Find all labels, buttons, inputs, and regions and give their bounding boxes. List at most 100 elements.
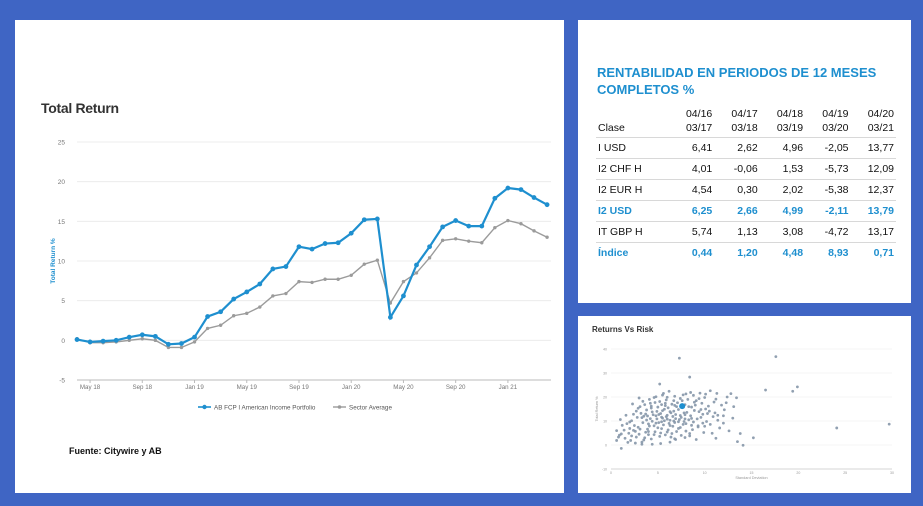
peer-point xyxy=(695,417,699,421)
x-tick-label: 0 xyxy=(610,471,612,475)
peer-point xyxy=(700,401,704,405)
peer-point xyxy=(738,432,742,435)
table-cell: 2,66 xyxy=(714,200,760,222)
table-cell: IT GBP H xyxy=(596,221,669,243)
fund-series-line xyxy=(76,186,548,346)
peer-point xyxy=(658,400,662,403)
peer-point xyxy=(702,431,706,434)
fund-point xyxy=(453,218,459,223)
peer-point xyxy=(703,396,707,399)
peer-point xyxy=(638,427,642,431)
peer-point xyxy=(636,406,640,410)
table-header-cell: 04/17 xyxy=(731,108,758,120)
table-cell: 4,99 xyxy=(759,200,806,222)
peer-point xyxy=(704,407,708,411)
sector-point xyxy=(480,241,484,245)
table-title: RENTABILIDAD EN PERIODOS DE 12 MESES COM… xyxy=(597,65,877,97)
peer-point xyxy=(684,429,688,433)
peer-point xyxy=(620,423,624,427)
peer-point xyxy=(653,401,657,404)
y-tick-label: 0 xyxy=(605,444,607,448)
y-axis-label: Total Return % xyxy=(50,238,57,284)
peer-point xyxy=(649,404,653,408)
peer-point xyxy=(690,416,693,420)
peer-point xyxy=(694,399,698,402)
peer-point xyxy=(681,422,685,426)
peer-point xyxy=(704,392,708,396)
fund-point xyxy=(166,341,171,347)
peer-point xyxy=(683,436,687,439)
peer-point xyxy=(668,440,672,444)
peer-point xyxy=(716,418,720,422)
sector-point xyxy=(205,326,210,331)
peer-point xyxy=(680,399,684,402)
x-tick-label: May 20 xyxy=(393,384,414,391)
table-header-cell: 03/18 xyxy=(731,122,758,134)
peer-point xyxy=(664,398,668,402)
sector-point xyxy=(362,262,366,266)
peer-point xyxy=(644,430,648,434)
peer-point xyxy=(652,396,656,399)
x-tick-label: 15 xyxy=(750,471,754,475)
table-cell: 0,30 xyxy=(714,179,760,201)
peer-point xyxy=(720,403,723,407)
peer-point xyxy=(681,393,685,397)
table-cell: 13,17 xyxy=(850,221,896,243)
peer-point xyxy=(679,416,683,419)
y-tick-label: 5 xyxy=(61,298,65,305)
peer-point xyxy=(667,389,671,393)
peer-point xyxy=(735,396,738,400)
peer-point xyxy=(615,429,619,432)
peer-point xyxy=(696,424,700,428)
peer-point xyxy=(632,428,635,432)
table-header-cell xyxy=(596,107,669,121)
peer-point xyxy=(619,446,623,450)
table-cell: 1,53 xyxy=(759,158,806,180)
peer-point xyxy=(667,422,671,425)
table-cell: 6,41 xyxy=(668,137,715,159)
peer-point xyxy=(640,440,644,444)
x-tick-label: Sep 20 xyxy=(446,384,466,391)
peer-point xyxy=(652,424,656,428)
table-cell: 4,96 xyxy=(759,137,806,159)
sector-point xyxy=(519,222,523,226)
fund-point xyxy=(427,244,432,250)
sector-point xyxy=(310,280,314,285)
peer-point xyxy=(661,409,664,413)
y-tick-label: 20 xyxy=(603,396,607,400)
y-tick-label: 10 xyxy=(58,259,66,266)
peer-point xyxy=(653,430,657,434)
table-row-index: Índice 0,44 1,20 4,48 8,93 0,71 xyxy=(596,242,896,263)
sector-point xyxy=(179,345,184,350)
peer-point xyxy=(660,427,663,431)
table-row: I2 CHF H 4,01 -0,06 1,53 -5,73 12,09 xyxy=(596,158,896,180)
sector-point xyxy=(336,277,340,281)
peer-point xyxy=(622,428,626,432)
peer-point xyxy=(665,413,669,417)
peer-point xyxy=(642,438,646,442)
peer-point xyxy=(649,437,653,441)
peer-point xyxy=(630,434,634,438)
peer-point xyxy=(718,426,722,430)
y-axis-label: Total Return % xyxy=(595,396,599,422)
peer-point xyxy=(683,417,687,421)
peer-point xyxy=(736,440,739,444)
peer-point xyxy=(666,428,670,432)
peer-point xyxy=(712,400,716,404)
peer-point xyxy=(630,419,634,423)
peer-point xyxy=(626,440,630,444)
x-tick-label: Jan 19 xyxy=(185,384,204,391)
peer-point xyxy=(638,405,642,408)
peer-point xyxy=(741,443,745,447)
peer-point xyxy=(677,408,680,411)
peer-point xyxy=(656,405,660,409)
table-row: I2 EUR H 4,54 0,30 2,02 -5,38 12,37 xyxy=(596,179,896,201)
sector-point xyxy=(401,279,406,284)
peer-point xyxy=(640,442,644,446)
fund-point xyxy=(374,216,380,222)
fund-point xyxy=(466,223,472,229)
sector-point xyxy=(532,229,536,233)
source-note: Fuente: Citywire y AB xyxy=(69,446,162,456)
fund-point xyxy=(518,187,524,193)
table-row: I USD 6,41 2,62 4,96 -2,05 13,77 xyxy=(596,137,896,159)
